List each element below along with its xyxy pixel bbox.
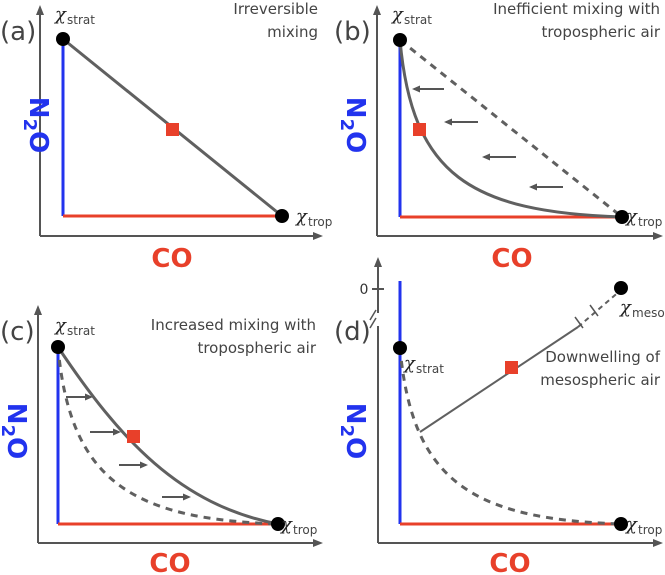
panel-c-red-marker: [127, 430, 140, 443]
svg-text:N2O: N2O: [19, 97, 53, 153]
panel-a-chi-trop-label: χ trop: [294, 206, 332, 229]
panel-a-letter: (a): [0, 17, 36, 47]
svg-text:N2O: N2O: [336, 403, 370, 459]
panel-d-axis-break-mark-1: [369, 309, 377, 321]
n2o-n: N: [340, 97, 370, 119]
panel-d-n2o-axis-label: N2O: [336, 403, 370, 459]
panel-d-zero-tick-label: 0: [360, 282, 369, 298]
panel-a-title-line2: mixing: [267, 23, 318, 41]
n2o-sub: 2: [0, 425, 18, 438]
panel-d-strat-point: [393, 341, 407, 355]
panel-a-co-axis-label: CO: [151, 244, 192, 274]
panel-c-co-axis-label: CO: [149, 549, 190, 575]
panel-c-title-line2: tropospheric air: [197, 339, 316, 357]
panel-c: (c) Increased mixing with tropospheric a…: [0, 305, 323, 575]
chi-meso-subscript: meso: [632, 306, 665, 320]
n2o-n: N: [340, 403, 370, 425]
panel-a-red-marker: [166, 123, 179, 136]
n2o-o: O: [340, 437, 370, 459]
panel-c-title-line1: Increased mixing with: [151, 316, 316, 334]
panel-b-dashed-mixing-line: [399, 38, 623, 219]
panel-b-chi-trop-label: χ trop: [624, 206, 662, 229]
panel-b-co-axis-label: CO: [491, 244, 532, 274]
chi-strat-subscript: strat: [67, 13, 95, 27]
panel-b-letter: (b): [334, 17, 371, 47]
chi-strat-subscript: strat: [416, 362, 444, 376]
panel-b-n2o-axis-label: N2O: [336, 97, 370, 153]
panel-b-mixing-curve: [398, 39, 623, 219]
panel-a-n2o-axis-label: N2O: [19, 97, 53, 153]
panel-b-trop-point: [615, 210, 629, 224]
panel-c-mixing-curve: [56, 346, 279, 526]
panel-d: (d) Downwelling of mesospheric air 0 N2O…: [334, 257, 665, 575]
panel-d-axis-break-mark-2: [369, 317, 377, 329]
panel-d-mesospheric-mixing-line-dashed: [577, 289, 622, 328]
chi-symbol: χ: [294, 206, 308, 227]
panel-b-red-marker: [413, 123, 426, 136]
n2o-sub: 2: [336, 119, 357, 132]
n2o-sub: 2: [336, 425, 357, 438]
panel-b-strat-point: [393, 33, 407, 47]
chi-symbol: χ: [390, 4, 404, 25]
panel-d-chi-trop-label: χ trop: [624, 514, 662, 537]
panel-d-red-marker: [505, 361, 518, 374]
panel-a-title-line1: Irreversible: [233, 0, 318, 18]
n2o-n: N: [1, 403, 31, 425]
n2o-o: O: [23, 131, 53, 153]
chi-symbol: χ: [402, 353, 416, 374]
panel-d-chi-meso-label: χ meso: [618, 297, 665, 320]
n2o-sub: 2: [19, 119, 40, 132]
chi-strat-subscript: strat: [404, 13, 432, 27]
panel-a: (a) Irreversible mixing N2O CO χ strat χ…: [0, 0, 332, 274]
panel-a-chi-strat-label: χ strat: [53, 4, 95, 27]
chi-trop-subscript: trop: [638, 523, 662, 537]
chi-trop-subscript: trop: [308, 215, 332, 229]
chi-symbol: χ: [624, 514, 638, 535]
n2o-n: N: [23, 97, 53, 119]
chi-strat-subscript: strat: [67, 324, 95, 338]
panel-d-chi-strat-label: χ strat: [402, 353, 444, 376]
panel-d-trop-point: [614, 517, 628, 531]
panel-d-title-line2: mesospheric air: [540, 371, 661, 389]
chi-trop-subscript: trop: [293, 523, 317, 537]
panel-a-strat-point: [56, 32, 70, 46]
n2o-o: O: [340, 131, 370, 153]
panel-c-strat-point: [51, 340, 65, 354]
panel-d-line-break-mark-1: [574, 316, 584, 329]
panel-d-mesospheric-mixing-line: [419, 326, 579, 433]
panel-d-line-break-mark-2: [589, 304, 599, 317]
svg-text:N2O: N2O: [0, 403, 31, 459]
panel-d-co-axis-label: CO: [489, 549, 530, 575]
panel-b: (b) Inefficient mixing with tropospheric…: [334, 0, 663, 274]
n2o-o: O: [1, 437, 31, 459]
panel-c-chi-strat-label: χ strat: [53, 315, 95, 338]
panel-c-n2o-axis-label: N2O: [0, 403, 31, 459]
panel-d-meso-point: [614, 281, 628, 295]
panel-d-letter: (d): [334, 317, 371, 347]
chi-symbol: χ: [618, 297, 632, 318]
panel-b-title-line1: Inefficient mixing with: [493, 0, 660, 18]
panel-c-letter: (c): [0, 317, 35, 347]
panel-a-trop-point: [275, 209, 289, 223]
panel-b-chi-strat-label: χ strat: [390, 4, 432, 27]
panel-d-title-line1: Downwelling of: [545, 348, 660, 366]
panel-b-title-line2: tropospheric air: [541, 23, 660, 41]
svg-text:N2O: N2O: [336, 97, 370, 153]
chi-symbol: χ: [624, 206, 638, 227]
chi-symbol: χ: [279, 514, 293, 535]
panel-c-chi-trop-label: χ trop: [279, 514, 317, 537]
chi-symbol: χ: [53, 4, 67, 25]
chi-symbol: χ: [53, 315, 67, 336]
panel-c-trop-point: [271, 517, 285, 531]
chi-trop-subscript: trop: [638, 215, 662, 229]
